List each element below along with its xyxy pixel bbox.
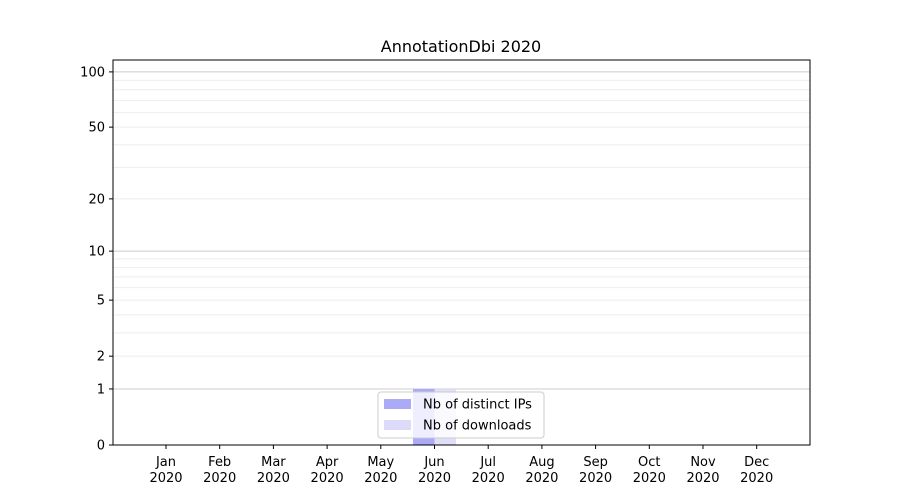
y-tick-label: 20 <box>88 192 105 207</box>
x-tick-label: Mar <box>261 455 286 470</box>
x-tick-label: Apr <box>316 455 339 470</box>
x-tick-label: Dec <box>744 455 769 470</box>
x-tick-label: 2020 <box>257 471 290 486</box>
x-tick-label: Jun <box>423 455 444 470</box>
legend-box <box>377 391 545 439</box>
x-tick-label: 2020 <box>364 471 397 486</box>
legend-label: Nb of distinct IPs <box>423 398 532 413</box>
x-tick-label: Jul <box>479 455 496 470</box>
x-tick-label: 2020 <box>203 471 236 486</box>
y-tick-label: 10 <box>88 245 105 260</box>
chart-title: AnnotationDbi 2020 <box>381 37 541 56</box>
legend-label: Nb of downloads <box>423 419 532 434</box>
x-tick-label: Aug <box>529 455 554 470</box>
x-tick-label: Jan <box>155 455 176 470</box>
x-tick-label: 2020 <box>740 471 773 486</box>
plot-frame <box>112 59 811 446</box>
x-tick-label: 2020 <box>525 471 558 486</box>
x-tick-label: Feb <box>208 455 231 470</box>
y-tick-label: 0 <box>97 439 105 454</box>
legend-swatch <box>384 399 411 409</box>
x-tick-label: 2020 <box>686 471 719 486</box>
x-tick-label: 2020 <box>149 471 182 486</box>
x-tick-label: Sep <box>583 455 608 470</box>
x-tick-label: May <box>367 455 394 470</box>
x-tick-label: 2020 <box>633 471 666 486</box>
y-tick-label: 1 <box>97 382 105 397</box>
x-tick-label: Oct <box>638 455 660 470</box>
y-tick-label: 50 <box>88 121 105 136</box>
x-tick-label: Nov <box>690 455 716 470</box>
y-tick-label: 2 <box>97 350 105 365</box>
x-tick-label: 2020 <box>418 471 451 486</box>
x-tick-label: 2020 <box>579 471 612 486</box>
y-tick-label: 100 <box>80 65 105 80</box>
y-tick-label: 5 <box>97 294 105 309</box>
x-tick-label: 2020 <box>311 471 344 486</box>
legend-swatch <box>384 420 411 430</box>
x-tick-label: 2020 <box>472 471 505 486</box>
